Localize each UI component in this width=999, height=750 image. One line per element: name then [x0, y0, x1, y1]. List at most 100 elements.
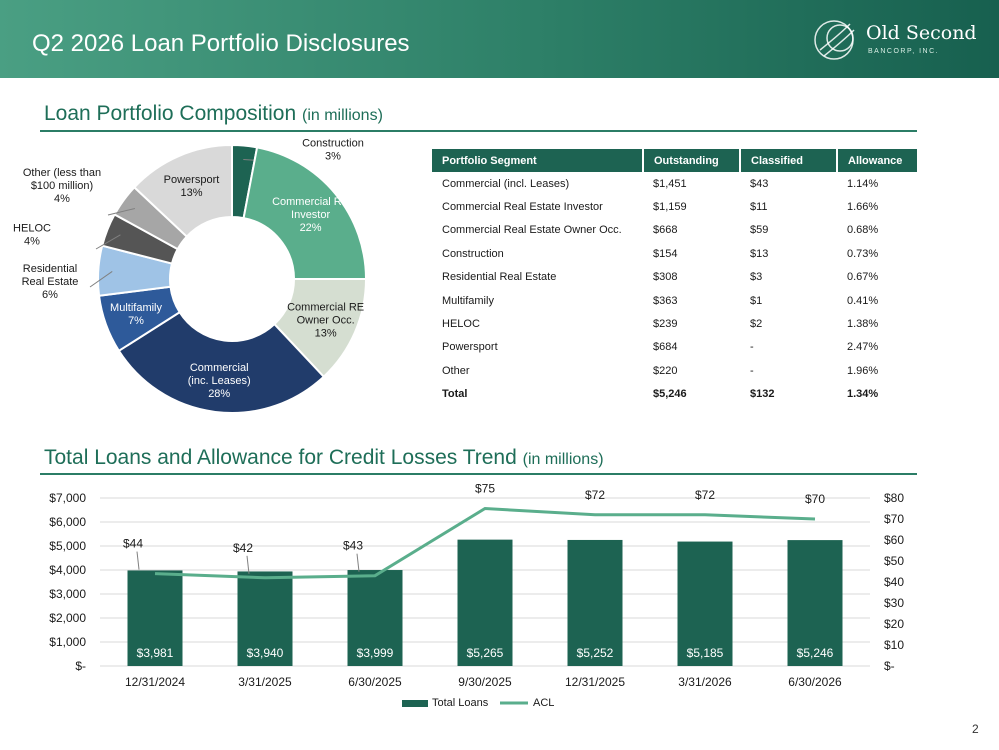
y-left-tick-label: $4,000	[49, 563, 86, 577]
header-outstanding: Outstanding	[643, 149, 741, 172]
donut-slice	[117, 310, 326, 414]
allowance-value: 0.68%	[847, 224, 879, 237]
donut-slice	[132, 143, 233, 238]
bar-value-label: $3,981	[137, 646, 174, 660]
header-portfolio-segment: Portfolio Segment	[432, 149, 644, 172]
slice-label: 4%	[24, 236, 40, 248]
y-right-tick-label: $-	[884, 659, 895, 673]
classified-value: -	[750, 364, 754, 377]
page-number: 2	[972, 722, 979, 736]
loan-bar	[347, 570, 403, 666]
slice-label: Commercial RE	[272, 196, 349, 208]
allowance-value: 1.14%	[847, 177, 879, 190]
portfolio-segment-table: Portfolio Segment Outstanding Classified…	[432, 149, 917, 406]
legend-acl-label: ACL	[533, 697, 554, 709]
acl-label-leader	[356, 553, 360, 572]
y-left-tick-label: $7,000	[49, 491, 86, 505]
slice-label: 3%	[325, 151, 341, 163]
composition-divider	[40, 130, 917, 132]
slice-label: $100 million)	[31, 180, 93, 192]
classified-value: $59	[750, 224, 769, 237]
bar-value-label: $5,252	[577, 646, 614, 660]
table-row: Commercial Real Estate Investor $1,159 $…	[432, 195, 917, 218]
total-label: Total	[442, 388, 468, 401]
table-row: Commercial (incl. Leases) $1,451 $43 1.1…	[432, 172, 917, 195]
page-title: Q2 2026 Loan Portfolio Disclosures	[32, 30, 410, 57]
x-tick-label: 3/31/2026	[678, 675, 732, 689]
loan-bar	[677, 541, 733, 666]
allowance-value: 1.38%	[847, 318, 879, 331]
logo-sub-text: BANCORP, INC.	[868, 48, 940, 55]
y-left-tick-label: $5,000	[49, 539, 86, 553]
bar-value-label: $5,246	[797, 646, 834, 660]
slice-leader-line	[95, 234, 121, 250]
slice-label: (inc. Leases)	[188, 375, 251, 387]
loan-bar	[457, 539, 513, 666]
classified-value: $13	[750, 247, 769, 260]
classified-value: $1	[750, 294, 763, 307]
classified-value: $11	[750, 201, 768, 214]
x-tick-label: 6/30/2025	[348, 675, 402, 689]
allowance-value: 1.96%	[847, 364, 879, 377]
bar-value-label: $3,999	[357, 646, 394, 660]
y-left-tick-label: $2,000	[49, 611, 86, 625]
allowance-value: 0.41%	[847, 294, 879, 307]
slice-label: Commercial	[190, 362, 249, 374]
slice-label: 7%	[128, 315, 144, 327]
y-right-tick-label: $50	[884, 554, 904, 568]
table-row: Commercial Real Estate Owner Occ. $668 $…	[432, 219, 917, 242]
table-total-row: Total $5,246 $132 1.34%	[432, 383, 917, 406]
bar-value-label: $5,185	[687, 646, 724, 660]
slice-label: 13%	[315, 328, 337, 340]
legend-total-loans-swatch	[402, 700, 428, 707]
composition-title-text: Loan Portfolio Composition	[44, 102, 297, 125]
x-tick-label: 12/31/2024	[125, 675, 185, 689]
table-row: Powersport $684 - 2.47%	[432, 336, 917, 359]
classified-value: -	[750, 341, 754, 354]
trend-title-text: Total Loans and Allowance for Credit Los…	[44, 446, 517, 469]
slice-label: 22%	[300, 222, 322, 234]
slice-leader-line	[107, 207, 136, 216]
legend-total-loans-label: Total Loans	[432, 697, 489, 709]
header-allowance: Allowance	[837, 149, 917, 172]
table-row: HELOC $239 $2 1.38%	[432, 312, 917, 335]
outstanding-value: $684	[653, 341, 678, 354]
trend-unit-text: (in millions)	[522, 451, 604, 468]
slice-label: 28%	[208, 388, 230, 400]
slice-label: Commercial RE	[287, 302, 364, 314]
acl-value-label: $72	[695, 488, 715, 502]
logo-brand-text: Old Second	[866, 22, 977, 44]
segment-name: Powersport	[442, 341, 498, 354]
y-right-tick-label: $80	[884, 491, 904, 505]
logo-emblem-icon	[814, 20, 855, 60]
slice-label: Residential	[23, 263, 77, 275]
allowance-value: 0.67%	[847, 271, 879, 284]
slice-label: Owner Occ.	[297, 315, 355, 327]
table-header-row: Portfolio Segment Outstanding Classified…	[432, 149, 917, 172]
slice-label: HELOC	[13, 223, 51, 235]
slice-leader-line	[89, 271, 113, 288]
segment-name: Commercial (incl. Leases)	[442, 177, 570, 190]
acl-value-label: $72	[585, 488, 605, 502]
y-left-tick-label: $1,000	[49, 635, 86, 649]
y-right-tick-label: $60	[884, 533, 904, 547]
slice-label: Powersport	[164, 174, 220, 186]
allowance-value: 1.66%	[847, 201, 879, 214]
bar-value-label: $5,265	[467, 646, 504, 660]
header-classified: Classified	[740, 149, 838, 172]
segment-name: Residential Real Estate	[442, 271, 557, 284]
donut-slice	[242, 146, 368, 280]
x-tick-label: 12/31/2025	[565, 675, 625, 689]
table-row: Construction $154 $13 0.73%	[432, 242, 917, 265]
classified-value: $3	[750, 271, 763, 284]
loan-bar	[127, 570, 183, 666]
y-left-tick-label: $3,000	[49, 587, 86, 601]
acl-line	[154, 506, 816, 580]
allowance-value: 2.47%	[847, 341, 879, 354]
company-logo: Old Second BANCORP, INC.	[810, 12, 980, 68]
y-right-tick-label: $70	[884, 512, 904, 526]
outstanding-value: $308	[653, 271, 678, 284]
outstanding-value: $220	[653, 364, 678, 377]
segment-name: Other	[442, 364, 470, 377]
